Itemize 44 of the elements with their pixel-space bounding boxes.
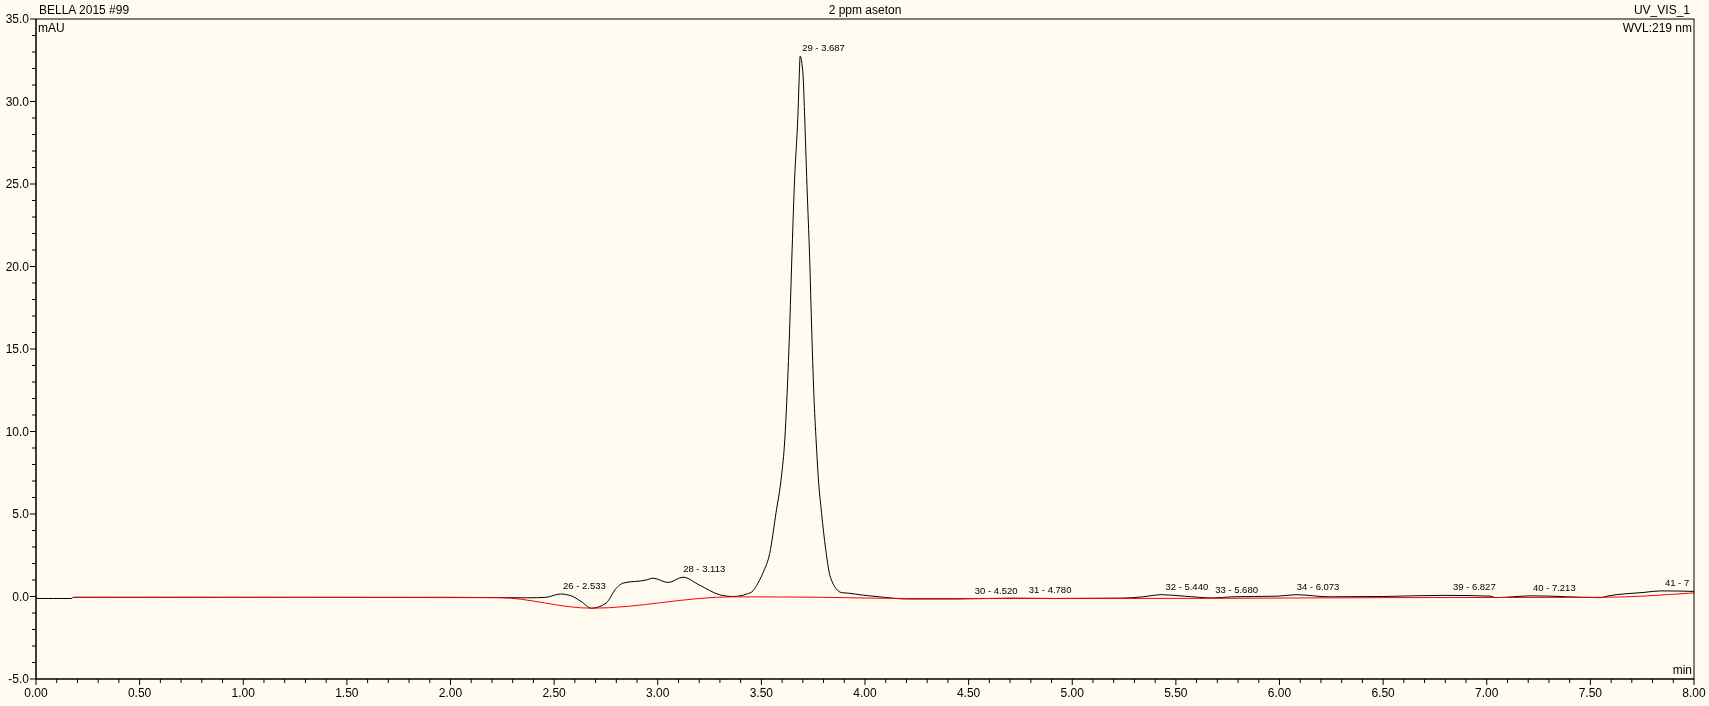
x-tick-label: 2.50 — [542, 686, 567, 700]
annotation: 34 - 6.073 — [1296, 580, 1340, 592]
annotation: 39 - 6.827 — [1452, 581, 1496, 593]
y-tick-label: 35.0 — [5, 12, 30, 27]
y-tick-label: 0.0 — [12, 589, 30, 604]
x-axis-title: min — [1672, 663, 1692, 677]
chart-title: 2 ppm aseton — [828, 3, 902, 17]
x-tick-label: 6.00 — [1267, 686, 1292, 700]
x-tick-label: 2.00 — [438, 686, 463, 700]
y-tick-label: 10.0 — [5, 424, 30, 439]
x-tick-label: 5.00 — [1060, 686, 1085, 700]
x-tick-label: 7.50 — [1578, 686, 1603, 700]
y-tick-label: 30.0 — [5, 94, 30, 109]
annotation: 33 - 5.680 — [1215, 583, 1258, 595]
x-tick-label: 3.50 — [749, 686, 774, 700]
y-tick-label: 15.0 — [5, 342, 30, 357]
y-axis-title: mAU — [38, 21, 65, 35]
annotation: 40 - 7.213 — [1532, 581, 1576, 593]
chart-subtitle: BELLA 2015 #99 — [39, 3, 130, 17]
annotation: 26 - 2.533 — [562, 580, 606, 592]
annotation: 32 - 5.440 — [1165, 580, 1209, 592]
x-tick-label: 0.50 — [127, 686, 152, 700]
x-tick-label: 1.50 — [335, 686, 359, 700]
annotation: 28 - 3.113 — [683, 563, 726, 575]
x-tick-label: 6.50 — [1371, 686, 1396, 700]
text: UV_VIS_1 — [1633, 3, 1691, 17]
y-tick-label: 5.0 — [12, 507, 30, 522]
annotation: WVL:219 nm — [1622, 21, 1692, 35]
annotation: 30 - 4.520 — [974, 584, 1018, 596]
annotation: 29 - 3.687 — [802, 42, 845, 54]
y-tick-label: -5.0 — [8, 672, 30, 687]
annotation: 41 - 7 — [1664, 576, 1690, 588]
x-tick-label: 0.00 — [24, 686, 48, 700]
y-tick-label: 20.0 — [5, 259, 30, 274]
x-tick-label: 4.00 — [853, 686, 877, 700]
line-series — [74, 592, 1694, 609]
x-tick-label: 5.50 — [1164, 686, 1188, 700]
x-tick-label: 7.00 — [1475, 686, 1499, 700]
annotation: 31 - 4.780 — [1028, 584, 1072, 596]
x-tick-label: 8.00 — [1682, 686, 1706, 700]
x-tick-label: 3.00 — [646, 686, 670, 700]
x-tick-label: 4.50 — [956, 686, 981, 700]
y-tick-label: 25.0 — [5, 177, 30, 192]
x-tick-label: 1.00 — [231, 686, 256, 700]
